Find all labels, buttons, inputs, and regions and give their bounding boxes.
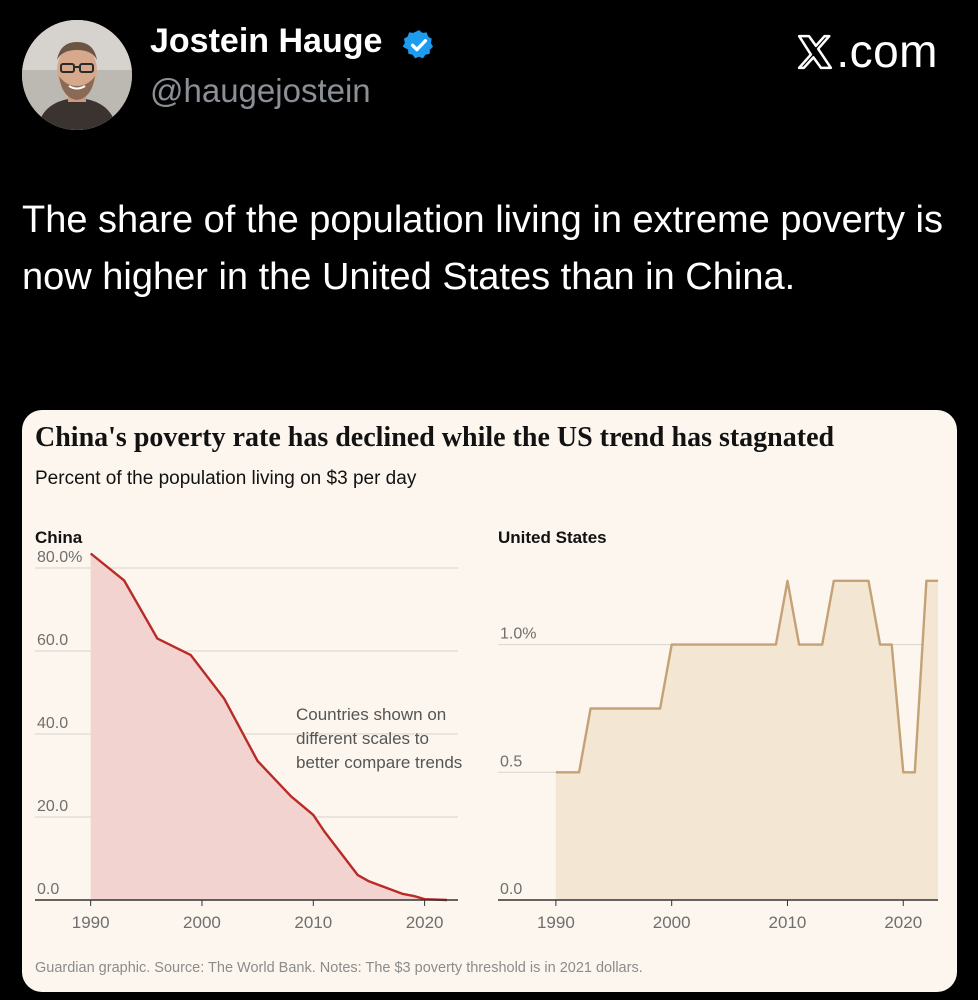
china-panel: 80.0% 60.0 40.0 20.0 0.0 1990 2000 2010 2020 bbox=[35, 549, 458, 932]
x-tick-label: 2000 bbox=[653, 913, 691, 932]
annotation-line-3: better compare trends bbox=[296, 753, 462, 772]
chart-title: China's poverty rate has declined while … bbox=[35, 422, 835, 453]
x-tick-label: 2020 bbox=[406, 913, 444, 932]
x-tick-label: 1990 bbox=[537, 913, 575, 932]
series-line bbox=[555, 579, 938, 774]
y-tick-label: 0.0 bbox=[37, 881, 59, 898]
annotation-line-1: Countries shown on bbox=[296, 705, 446, 724]
y-tick-label: 1.0% bbox=[500, 626, 536, 643]
us-panel: 1.0% 0.5 0.0 1990 2000 2010 2020 bbox=[498, 579, 938, 932]
avatar[interactable] bbox=[22, 20, 132, 130]
area-fill bbox=[555, 580, 938, 900]
x-tick-label: 2000 bbox=[183, 913, 221, 932]
chart-graphic: China's poverty rate has declined while … bbox=[35, 422, 938, 976]
series-line bbox=[89, 552, 447, 902]
verified-badge-icon bbox=[402, 30, 434, 59]
tweet-text: The share of the population living in ex… bbox=[22, 199, 943, 298]
x-tick-label: 2010 bbox=[769, 913, 807, 932]
y-tick-label: 60.0 bbox=[37, 632, 68, 649]
chart-card[interactable]: China's poverty rate has declined while … bbox=[22, 410, 957, 992]
x-logo-icon bbox=[798, 34, 833, 70]
y-tick-label: 40.0 bbox=[37, 715, 68, 732]
chart-footer: Guardian graphic. Source: The World Bank… bbox=[35, 960, 643, 976]
annotation-line-2: different scales to bbox=[296, 729, 429, 748]
site-label: .com bbox=[796, 24, 938, 78]
y-tick-label: 80.0% bbox=[37, 549, 82, 566]
y-tick-label: 0.0 bbox=[500, 881, 522, 898]
y-tick-label: 0.5 bbox=[500, 753, 522, 770]
chart-subtitle: Percent of the population living on $3 p… bbox=[35, 468, 417, 489]
chart-annotation: Countries shown on different scales to b… bbox=[296, 705, 462, 772]
us-panel-label: United States bbox=[498, 528, 607, 547]
y-tick-label: 20.0 bbox=[37, 798, 68, 815]
author-name[interactable]: Jostein Hauge bbox=[150, 22, 383, 60]
x-tick-label: 2020 bbox=[884, 913, 922, 932]
area-fill bbox=[90, 553, 447, 900]
x-tick-label: 1990 bbox=[72, 913, 110, 932]
china-panel-label: China bbox=[35, 528, 83, 547]
site-domain: .com bbox=[836, 25, 938, 77]
avatar-photo bbox=[22, 20, 132, 130]
author-handle[interactable]: @haugejostein bbox=[150, 72, 371, 109]
x-tick-label: 2010 bbox=[294, 913, 332, 932]
